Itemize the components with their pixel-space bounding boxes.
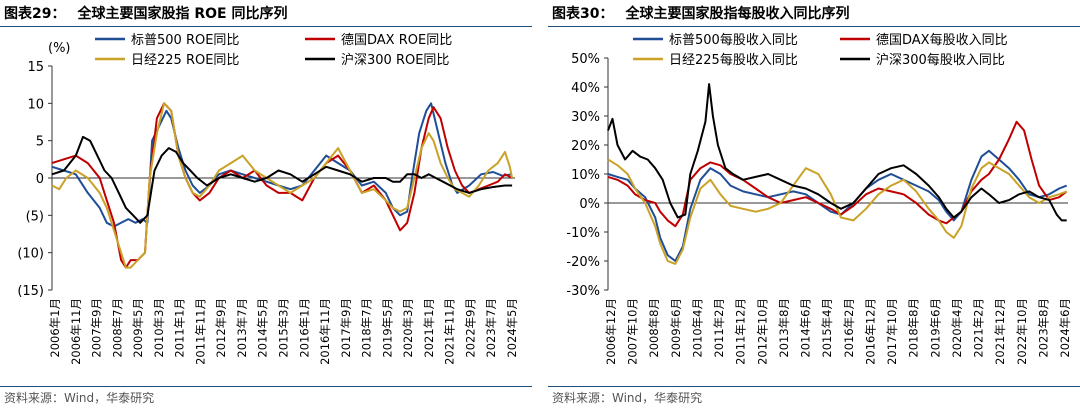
y-tick-label: (15) — [17, 284, 44, 299]
y-tick-label: 15 — [27, 60, 44, 75]
y-tick-label: 0 — [36, 172, 44, 187]
legend-label: 标普500 ROE同比 — [131, 33, 239, 48]
x-tick-label: 2018年7月 — [360, 298, 374, 358]
x-tick-label: 2020年4月 — [950, 298, 964, 358]
series-line — [51, 135, 513, 224]
x-tick-label: 2009年5月 — [131, 298, 145, 358]
legend-label: 标普500每股收入同比 — [669, 32, 798, 48]
x-tick-label: 2012年10月 — [755, 298, 769, 365]
source-rule — [0, 386, 532, 387]
x-tick-label: 2009年6月 — [669, 298, 683, 358]
legend-label: 沪深300每股收入同比 — [876, 52, 1005, 68]
series-line — [607, 83, 1067, 222]
series-line — [607, 149, 1068, 262]
x-tick-label: 2016年11月 — [318, 298, 332, 365]
x-tick-label: 2023年7月 — [484, 298, 498, 358]
x-tick-label: 2014年5月 — [256, 298, 270, 358]
x-tick-label: 2017年10月 — [885, 298, 899, 365]
x-tick-label: 2010年4月 — [690, 298, 704, 358]
x-tick-label: 2006年1月 — [48, 298, 62, 358]
x-tick-label: 2011年2月 — [712, 298, 726, 358]
x-tick-label: 2021年2月 — [972, 298, 986, 358]
legend-label: 德国DAX每股收入同比 — [876, 32, 1008, 48]
y-tick-label: -20% — [566, 255, 600, 270]
y-tick-label: 30% — [571, 110, 600, 125]
x-tick-label: 2017年9月 — [339, 298, 353, 358]
y-tick-label: 20% — [571, 139, 600, 154]
x-tick-label: 2021年1月 — [422, 298, 436, 358]
x-tick-label: 2016年12月 — [863, 298, 877, 365]
x-tick-label: 2013年7月 — [235, 298, 249, 358]
x-tick-label: 2007年9月 — [90, 298, 104, 358]
series-line — [607, 120, 1068, 228]
source-note: 资料来源：Wind，华泰研究 — [552, 391, 703, 405]
x-tick-label: 2022年10月 — [1015, 298, 1029, 365]
x-tick-label: 2015年3月 — [277, 298, 291, 358]
legend-label: 德国DAX ROE同比 — [341, 33, 452, 48]
title-rule — [0, 26, 532, 27]
x-tick-label: 2007年10月 — [626, 298, 640, 365]
series-line — [51, 102, 513, 269]
figure-title: 图表30： 全球主要国家股指每股收入同比序列 — [552, 3, 849, 23]
series-line — [607, 158, 1068, 265]
x-tick-label: 2013年8月 — [777, 298, 791, 358]
y-tick-label: 50% — [571, 52, 600, 67]
chart-panel-revenue: 图表30： 全球主要国家股指每股收入同比序列 50% 40% 30% 20% 10% 0% -… — [548, 0, 1080, 408]
x-tick-label: 2016年2月 — [842, 298, 856, 358]
figure-label: 图表29： — [4, 6, 66, 22]
y-tick-label: -30% — [566, 284, 600, 299]
figure-title-text: 全球主要国家股指每股收入同比序列 — [625, 6, 850, 22]
x-tick-label: 2010年3月 — [152, 298, 166, 358]
unit-label: (%) — [48, 41, 71, 56]
figure-label: 图表30： — [552, 6, 614, 22]
x-tick-label: 2008年8月 — [647, 298, 661, 358]
x-tick-label: 2019年6月 — [928, 298, 942, 358]
roe-line-chart: 15 10 5 0 (5) (10) (15) 2006年1月 2006年11月 2007年9月 2… — [17, 33, 519, 365]
x-tick-label: 2008年7月 — [110, 298, 124, 358]
x-tick-label: 2012年9月 — [214, 298, 228, 358]
title-rule — [548, 26, 1080, 27]
x-tick-label: 2006年11月 — [69, 298, 83, 365]
y-tick-label: (10) — [17, 247, 44, 262]
source-rule — [548, 386, 1080, 387]
x-tick-label: 2024年6月 — [1058, 298, 1072, 358]
x-tick-label: 2014年6月 — [799, 298, 813, 358]
legend-label: 日经225每股收入同比 — [669, 52, 798, 68]
revenue-line-chart: 50% 40% 30% 20% 10% 0% -10% -20% -30% 2006年12月 200… — [566, 32, 1072, 365]
series-line — [51, 102, 513, 228]
x-tick-label: 2015年4月 — [820, 298, 834, 358]
chart-panel-roe: 图表29： 全球主要国家股指 ROE 同比序列 15 10 5 0 (5) (10) (15)… — [0, 0, 532, 408]
x-tick-label: 2011年1月 — [173, 298, 187, 358]
y-tick-label: 5 — [36, 135, 44, 150]
x-tick-label: 2023年8月 — [1036, 298, 1050, 358]
x-tick-label: 2020年3月 — [401, 298, 415, 358]
x-tick-label: 2018年8月 — [907, 298, 921, 358]
x-tick-label: 2006年12月 — [604, 298, 618, 365]
y-tick-label: 10% — [571, 168, 600, 183]
x-tick-label: 2021年12月 — [993, 298, 1007, 365]
y-tick-label: (5) — [26, 209, 44, 224]
x-tick-label: 2019年5月 — [380, 298, 394, 358]
figure-title-text: 全球主要国家股指 ROE 同比序列 — [77, 6, 288, 22]
x-tick-label: 2011年12月 — [734, 298, 748, 365]
x-tick-label: 2021年11月 — [443, 298, 457, 365]
x-tick-label: 2011年11月 — [193, 298, 207, 365]
y-tick-label: -10% — [566, 226, 600, 241]
y-tick-label: 40% — [571, 81, 600, 96]
series-line — [51, 102, 514, 269]
y-tick-label: 0% — [579, 197, 600, 212]
x-tick-label: 2022年9月 — [463, 298, 477, 358]
figure-title: 图表29： 全球主要国家股指 ROE 同比序列 — [4, 3, 287, 23]
legend-label: 日经225 ROE同比 — [131, 53, 239, 68]
x-tick-label: 2024年5月 — [505, 298, 519, 358]
legend-label: 沪深300 ROE同比 — [341, 52, 449, 68]
source-note: 资料来源：Wind，华泰研究 — [4, 391, 155, 405]
x-tick-label: 2016年1月 — [297, 298, 311, 358]
y-tick-label: 10 — [27, 97, 44, 112]
